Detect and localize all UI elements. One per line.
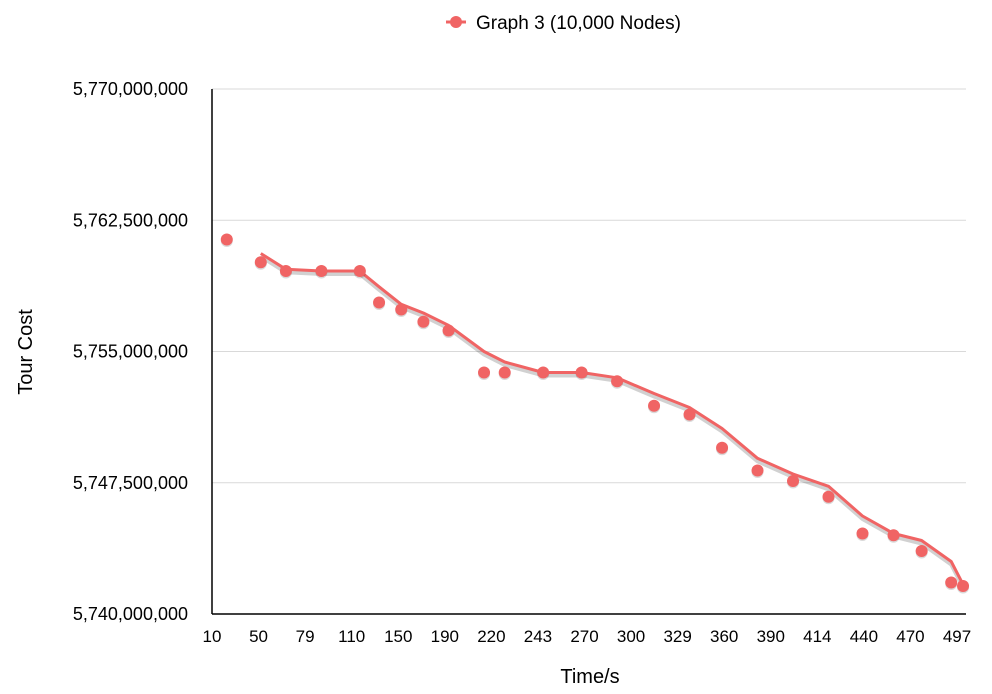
data-point [315, 265, 328, 277]
data-points [220, 233, 970, 594]
data-point [787, 475, 800, 487]
legend-marker [450, 16, 462, 28]
y-tick-label: 5,762,500,000 [73, 210, 188, 230]
grid-lines [212, 88, 966, 484]
y-tick-label: 5,740,000,000 [73, 604, 188, 624]
x-axis-ticks: 10 50 79 110 150 190 220 243 270 300 329 360 390 414 4… [203, 627, 972, 646]
data-point [957, 580, 970, 592]
data-point [648, 399, 661, 412]
x-tick-label: 10 [203, 627, 222, 646]
x-tick-label: 440 [850, 627, 878, 646]
x-tick-label: 243 [524, 627, 552, 646]
x-tick-label: 270 [570, 627, 598, 646]
y-tick-label: 5,755,000,000 [73, 342, 188, 362]
data-point [915, 545, 928, 557]
x-tick-label: 110 [338, 627, 365, 646]
data-point [537, 366, 550, 379]
data-point [220, 233, 233, 246]
data-point [751, 464, 764, 477]
y-tick-label: 5,770,000,000 [73, 79, 188, 99]
data-point [856, 527, 869, 540]
data-point [478, 366, 491, 379]
data-point [611, 375, 624, 388]
x-tick-label: 50 [249, 627, 268, 646]
x-tick-label: 150 [384, 627, 412, 646]
trend-line [260, 252, 965, 585]
data-point [575, 366, 588, 379]
x-tick-label: 329 [663, 627, 691, 646]
x-tick-label: 190 [431, 627, 459, 646]
data-point [395, 303, 408, 316]
y-axis-title: Tour Cost [15, 309, 37, 395]
trend-line-shadow [259, 254, 965, 589]
axes [211, 89, 966, 615]
x-tick-label: 497 [943, 627, 971, 646]
data-point [498, 366, 511, 379]
data-point [353, 265, 366, 277]
data-point [442, 324, 455, 337]
x-tick-label: 390 [757, 627, 785, 646]
x-axis-title: Time/s [560, 666, 619, 688]
data-point [716, 441, 729, 454]
data-point [279, 265, 292, 277]
data-point [822, 490, 835, 503]
x-tick-label: 220 [477, 627, 505, 646]
x-tick-label: 79 [296, 627, 315, 646]
data-point [683, 408, 696, 421]
y-tick-label: 5,747,500,000 [73, 473, 188, 493]
data-point [417, 315, 430, 328]
legend-label: Graph 3 (10,000 Nodes) [476, 13, 681, 34]
x-tick-label: 360 [710, 627, 738, 646]
x-tick-label: 414 [803, 627, 831, 646]
x-tick-label: 470 [896, 627, 924, 646]
data-point [945, 576, 958, 589]
legend: Graph 3 (10,000 Nodes) [446, 13, 681, 34]
y-axis-ticks: 5,770,000,000 5,762,500,000 5,755,000,000 5… [73, 79, 188, 624]
x-tick-label: 300 [617, 627, 645, 646]
data-point [887, 529, 900, 542]
data-point [254, 256, 267, 269]
trend-line-group [259, 252, 965, 589]
data-point [373, 296, 386, 309]
